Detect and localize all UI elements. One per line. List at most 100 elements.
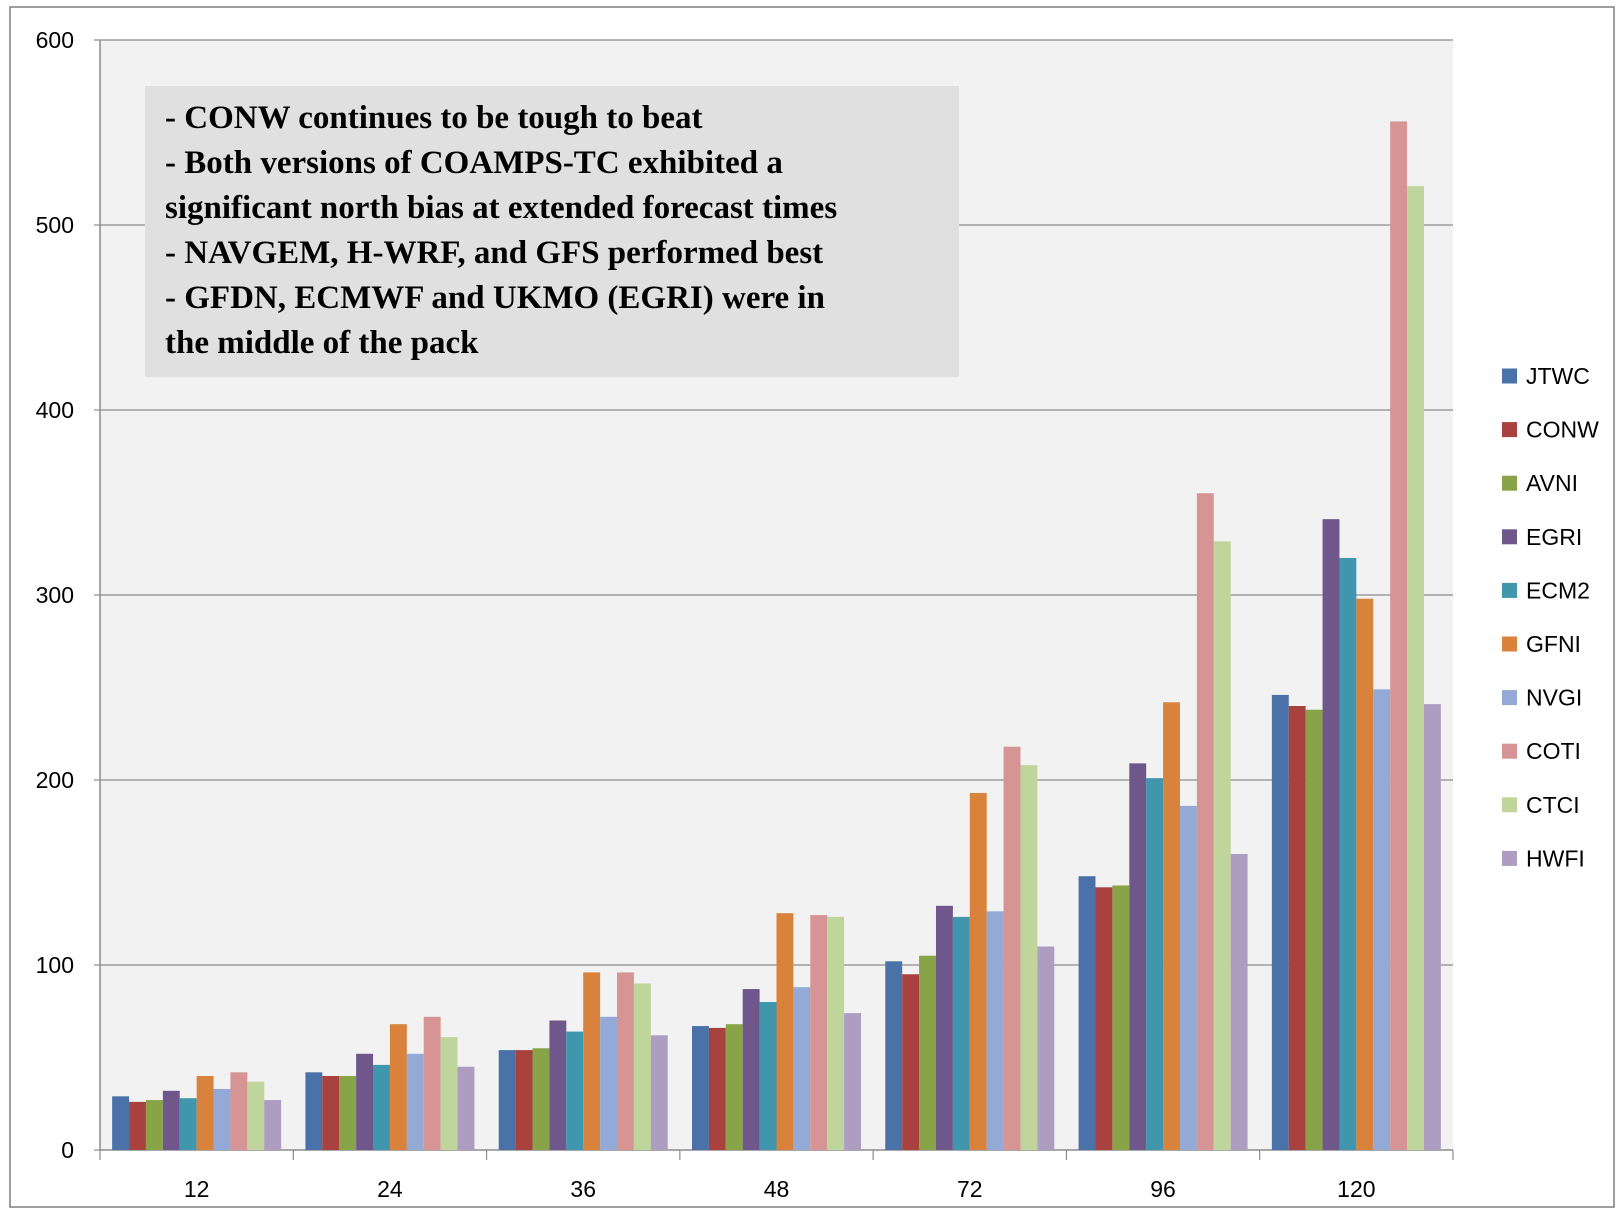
x-tick-label: 12	[184, 1176, 210, 1202]
bar	[1373, 689, 1391, 1150]
bar	[339, 1076, 357, 1150]
annotation-box: - CONW continues to be tough to beat - B…	[145, 86, 959, 377]
y-tick-label: 100	[36, 952, 74, 978]
bar	[1305, 709, 1323, 1150]
bar	[919, 955, 936, 1150]
bar	[1078, 876, 1096, 1150]
y-tick-label: 0	[61, 1137, 74, 1163]
bar	[129, 1101, 146, 1150]
bar	[1196, 493, 1214, 1150]
legend-label: COTI	[1526, 738, 1581, 764]
bar	[1390, 121, 1408, 1150]
bar	[1037, 946, 1055, 1150]
y-tick-label: 500	[36, 212, 74, 238]
bar	[633, 983, 651, 1150]
y-tick-label: 400	[36, 397, 74, 423]
bar	[162, 1090, 180, 1150]
legend-swatch	[1502, 475, 1517, 491]
legend-label: HWFI	[1526, 845, 1585, 871]
bar	[389, 1024, 407, 1150]
legend-label: CONW	[1526, 417, 1599, 443]
bar	[692, 1026, 709, 1150]
y-tick-label: 200	[36, 767, 74, 793]
bar	[145, 1100, 163, 1150]
bar	[708, 1027, 726, 1150]
bar	[1271, 694, 1289, 1150]
bar	[935, 905, 953, 1150]
legend-label: NVGI	[1526, 685, 1582, 711]
bar	[1003, 746, 1021, 1150]
bar	[549, 1020, 567, 1150]
bar	[457, 1066, 475, 1150]
y-tick-label: 600	[36, 27, 74, 53]
x-tick-label: 36	[570, 1176, 596, 1202]
bar	[969, 792, 987, 1150]
x-tick-label: 24	[377, 1176, 403, 1202]
legend-swatch	[1502, 850, 1517, 866]
bar	[1146, 778, 1164, 1150]
bar	[112, 1096, 130, 1150]
legend-label: ECM2	[1526, 577, 1590, 603]
y-tick-label: 300	[36, 582, 74, 608]
bar	[515, 1050, 533, 1150]
bar	[532, 1048, 550, 1150]
bar	[230, 1072, 248, 1150]
annotation-line: the middle of the pack	[165, 325, 479, 361]
legend-swatch	[1502, 582, 1517, 598]
x-tick-label: 48	[764, 1176, 790, 1202]
bar	[1112, 885, 1130, 1150]
bar	[1322, 519, 1340, 1150]
bar	[986, 911, 1004, 1150]
bar	[583, 972, 601, 1150]
x-tick-label: 72	[957, 1176, 983, 1202]
legend-label: JTWC	[1526, 363, 1590, 389]
bar	[844, 1013, 861, 1150]
bar	[440, 1037, 458, 1150]
legend-swatch	[1502, 422, 1517, 438]
bar	[423, 1016, 441, 1150]
bar	[566, 1031, 584, 1150]
bar	[247, 1081, 265, 1150]
bar	[1288, 706, 1306, 1150]
legend-swatch	[1502, 636, 1517, 652]
bar	[1423, 704, 1441, 1150]
x-tick-label: 120	[1337, 1176, 1375, 1202]
bar	[322, 1076, 340, 1150]
bar	[1230, 854, 1248, 1150]
annotation-line: significant north bias at extended forec…	[165, 190, 838, 226]
bar	[196, 1076, 214, 1150]
legend-label: EGRI	[1526, 524, 1582, 550]
bar	[264, 1100, 282, 1150]
legend-swatch	[1502, 797, 1517, 813]
bar	[810, 915, 828, 1150]
bar	[1129, 763, 1147, 1150]
annotation-line: - NAVGEM, H-WRF, and GFS performed best	[165, 235, 824, 271]
bar	[1163, 702, 1180, 1150]
bar	[1095, 887, 1113, 1150]
legend-label: CTCI	[1526, 792, 1580, 818]
bar	[1213, 541, 1231, 1150]
legend-swatch	[1502, 690, 1517, 706]
bar	[650, 1035, 668, 1150]
bar	[1179, 805, 1197, 1150]
bar	[600, 1016, 618, 1150]
legend-swatch	[1502, 743, 1517, 759]
legend-label: GFNI	[1526, 631, 1581, 657]
bar	[902, 974, 920, 1150]
bar	[952, 916, 970, 1150]
bar	[617, 972, 634, 1150]
bar	[1407, 186, 1424, 1150]
bar	[827, 916, 845, 1150]
bar	[213, 1088, 231, 1150]
bar	[742, 989, 760, 1150]
bar	[179, 1098, 197, 1150]
bar	[725, 1024, 743, 1150]
bar	[498, 1050, 516, 1150]
bar	[759, 1002, 777, 1150]
legend-swatch	[1502, 368, 1517, 384]
annotation-line: - Both versions of COAMPS-TC exhibited a	[165, 145, 783, 181]
bar	[776, 913, 794, 1150]
legend-swatch	[1502, 529, 1517, 545]
legend-label: AVNI	[1526, 470, 1578, 496]
